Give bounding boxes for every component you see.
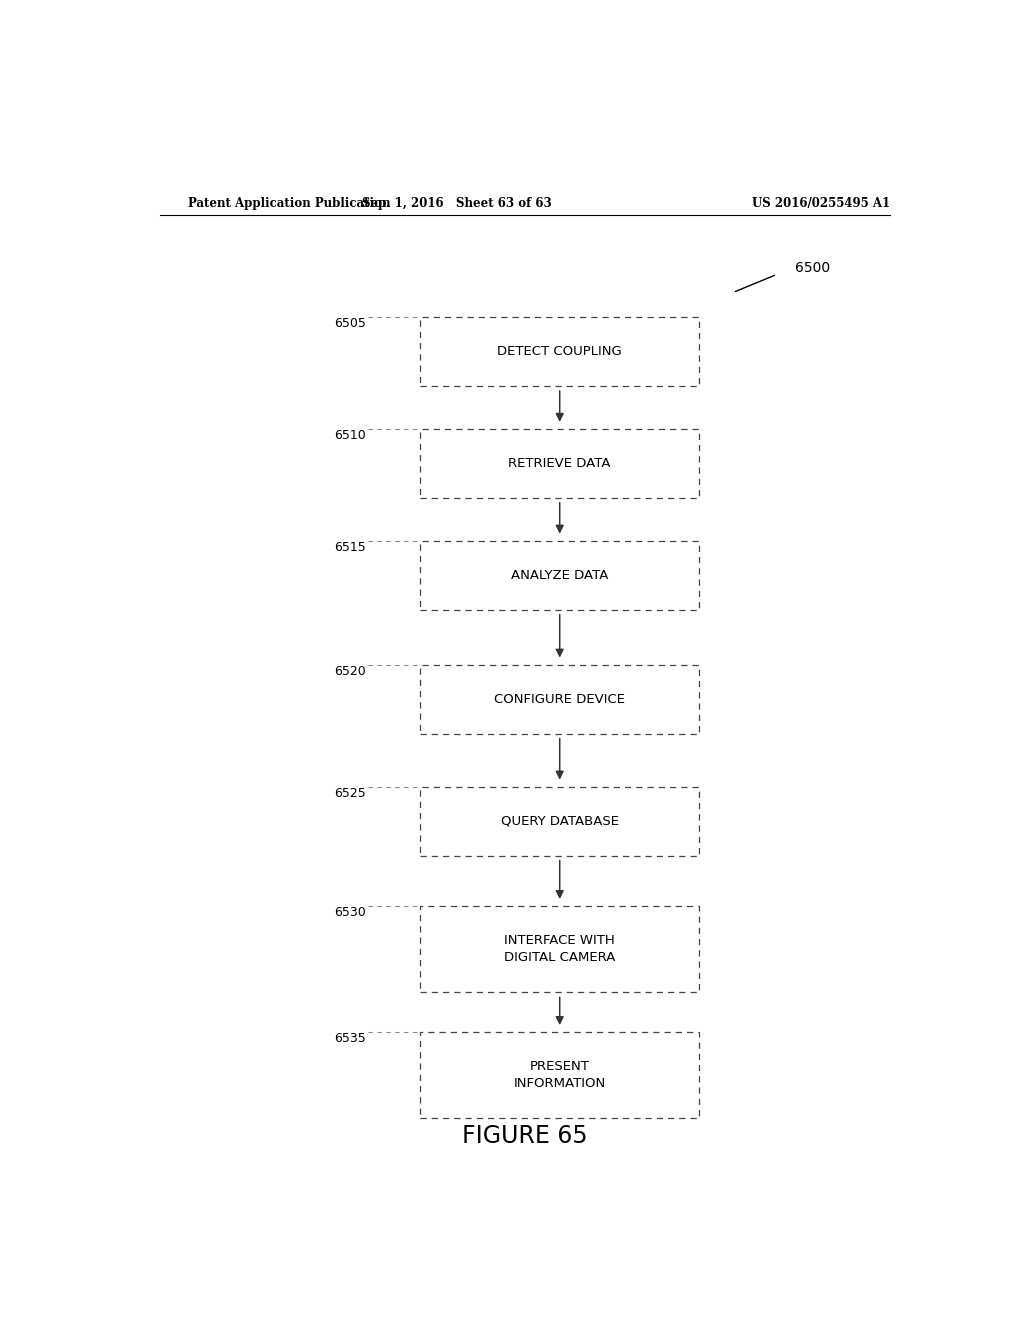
Text: Sep. 1, 2016   Sheet 63 of 63: Sep. 1, 2016 Sheet 63 of 63: [362, 197, 552, 210]
Text: FIGURE 65: FIGURE 65: [462, 1125, 588, 1148]
Bar: [420, 906, 699, 993]
Bar: [420, 317, 699, 385]
Text: 6520: 6520: [334, 664, 367, 677]
Text: CONFIGURE DEVICE: CONFIGURE DEVICE: [495, 693, 626, 706]
Text: ANALYZE DATA: ANALYZE DATA: [511, 569, 608, 582]
Text: INTERFACE WITH
DIGITAL CAMERA: INTERFACE WITH DIGITAL CAMERA: [504, 935, 615, 964]
Text: RETRIEVE DATA: RETRIEVE DATA: [509, 457, 611, 470]
Text: 6510: 6510: [334, 429, 367, 442]
Bar: [420, 429, 699, 498]
Text: QUERY DATABASE: QUERY DATABASE: [501, 814, 618, 828]
Text: 6525: 6525: [334, 787, 367, 800]
Text: 6535: 6535: [334, 1032, 367, 1045]
Bar: [420, 1032, 699, 1118]
Text: US 2016/0255495 A1: US 2016/0255495 A1: [752, 197, 890, 210]
Text: DETECT COUPLING: DETECT COUPLING: [498, 345, 623, 358]
Text: PRESENT
INFORMATION: PRESENT INFORMATION: [514, 1060, 606, 1090]
Bar: [420, 787, 699, 855]
Text: 6530: 6530: [334, 906, 367, 919]
Bar: [420, 664, 699, 734]
Bar: [420, 541, 699, 610]
Text: 6500: 6500: [795, 261, 829, 275]
Text: Patent Application Publication: Patent Application Publication: [187, 197, 390, 210]
Text: 6505: 6505: [334, 317, 367, 330]
Text: 6515: 6515: [334, 541, 367, 553]
